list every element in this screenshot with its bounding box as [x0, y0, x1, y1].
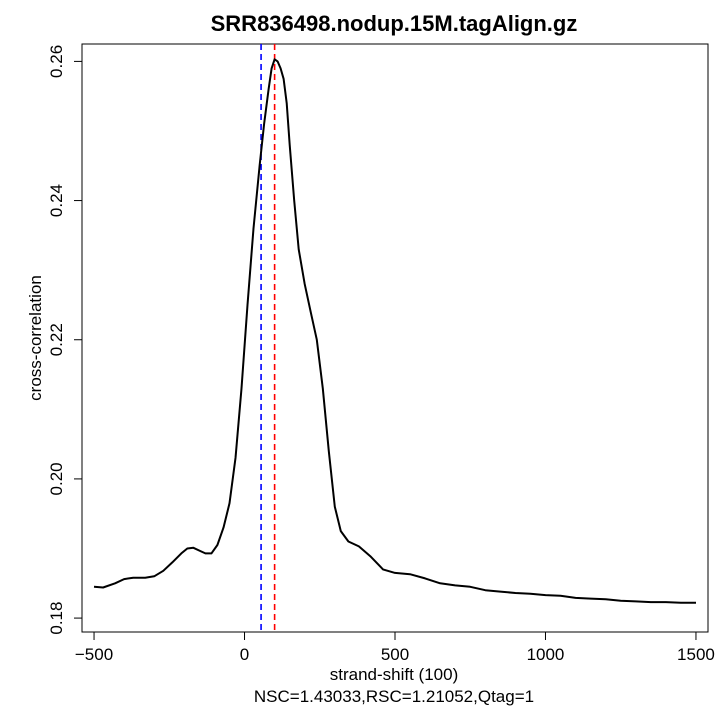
- x-axis: −500 0 500 1000 1500: [75, 631, 715, 664]
- x-tick-label: 1500: [677, 645, 715, 664]
- x-tick-label: 500: [381, 645, 409, 664]
- series-group: [93, 58, 696, 604]
- series-line-0: [93, 58, 696, 604]
- y-axis: 0.18 0.20 0.22 0.24 0.26: [47, 45, 83, 635]
- y-tick-label: 0.26: [47, 45, 66, 78]
- y-tick-label: 0.18: [47, 602, 66, 635]
- reference-lines: [260, 44, 276, 632]
- y-tick-label: 0.24: [47, 184, 66, 217]
- y-tick-label: 0.22: [47, 323, 66, 356]
- y-axis-label: cross-correlation: [26, 275, 45, 401]
- x-tick-label: −500: [75, 645, 113, 664]
- x-tick-label: 1000: [527, 645, 565, 664]
- y-tick-label: 0.20: [47, 462, 66, 495]
- x-axis-label: strand-shift (100): [330, 665, 459, 684]
- x-tick-label: 0: [240, 645, 249, 664]
- chart-title: SRR836498.nodup.15M.tagAlign.gz: [211, 11, 578, 36]
- plot-frame: [81, 43, 709, 633]
- chart-subtitle: NSC=1.43033,RSC=1.21052,Qtag=1: [254, 687, 534, 706]
